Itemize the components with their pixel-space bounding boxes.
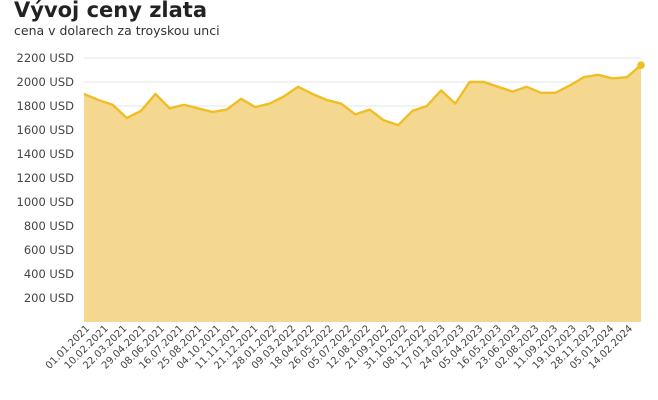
- plot-area: [83, 61, 645, 322]
- y-tick-label: 1400 USD: [17, 147, 75, 161]
- y-tick-label: 2000 USD: [17, 75, 75, 89]
- y-tick-label: 2200 USD: [17, 51, 75, 65]
- y-tick-label: 1800 USD: [17, 99, 75, 113]
- last-point-marker: [637, 61, 645, 69]
- y-tick-label: 1600 USD: [17, 123, 75, 137]
- footer: [0, 392, 658, 400]
- chart-subtitle: cena v dolarech za troyskou unci: [14, 23, 220, 38]
- chart-title: Vývoj ceny zlata: [14, 0, 208, 22]
- y-tick-label: 600 USD: [24, 243, 74, 257]
- series-area: [84, 65, 641, 322]
- series-line: [83, 64, 642, 127]
- y-tick-label: 200 USD: [24, 291, 74, 305]
- y-tick-label: 1200 USD: [17, 171, 75, 185]
- y-axis: 200 USD 400 USD 600 USD 800 USD 1000 USD 1200…: [17, 51, 75, 305]
- y-tick-label: 400 USD: [24, 267, 74, 281]
- y-tick-label: 800 USD: [24, 219, 74, 233]
- x-axis: 01.01.202110.02.202122.03.202129.04.2021…: [44, 323, 635, 371]
- y-tick-label: 1000 USD: [17, 195, 75, 209]
